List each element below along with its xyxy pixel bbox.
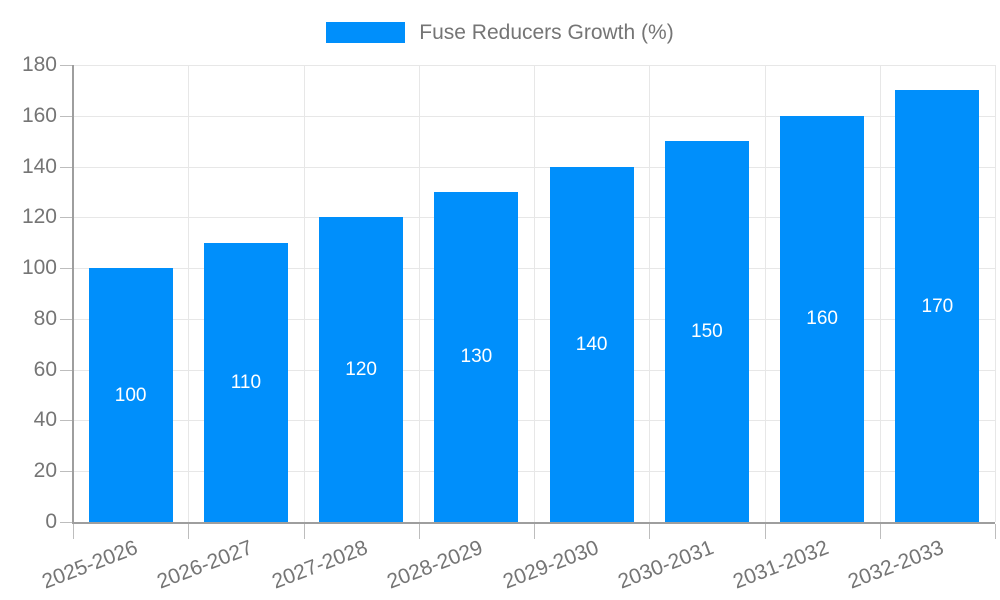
gridline-vertical xyxy=(303,65,305,522)
y-axis-tick-label: 100 xyxy=(21,256,57,280)
y-axis-tick xyxy=(60,268,73,270)
bar-value-label: 110 xyxy=(230,371,262,393)
y-axis-tick xyxy=(60,471,73,473)
y-axis-tick-label: 140 xyxy=(21,154,57,178)
x-axis-tick xyxy=(534,524,535,539)
y-axis-tick xyxy=(60,369,73,371)
y-axis-tick xyxy=(60,522,73,523)
x-axis-tick xyxy=(649,524,651,539)
bar-value-label: 120 xyxy=(345,359,377,381)
y-axis-tick xyxy=(60,420,73,422)
bar: 140 xyxy=(549,166,634,522)
y-axis-tick xyxy=(60,318,73,320)
bar: 120 xyxy=(319,217,404,522)
x-axis-tick xyxy=(418,524,420,539)
bar-value-label: 150 xyxy=(691,321,723,343)
bar: 150 xyxy=(664,141,749,522)
bar-value-label: 100 xyxy=(114,384,147,406)
x-axis-tick xyxy=(879,524,881,539)
bar: 110 xyxy=(203,242,288,522)
y-axis-tick-label: 80 xyxy=(33,306,57,330)
bar-value-label: 160 xyxy=(806,308,838,330)
chart-legend[interactable]: Fuse Reducers Growth (%) xyxy=(0,22,1000,43)
legend-label: Fuse Reducers Growth (%) xyxy=(419,21,674,44)
y-axis-tick xyxy=(60,166,73,168)
x-axis-line xyxy=(72,522,995,524)
bar-value-label: 170 xyxy=(921,295,954,317)
y-axis-tick xyxy=(60,65,73,66)
y-axis-tick-label: 20 xyxy=(33,459,57,483)
legend-swatch xyxy=(326,22,406,43)
y-axis-tick xyxy=(60,217,73,219)
gridline-vertical xyxy=(995,65,996,522)
gridline-vertical xyxy=(188,65,190,522)
gridline-vertical xyxy=(418,65,420,522)
gridline-vertical xyxy=(649,65,651,522)
bar: 100 xyxy=(88,268,173,522)
y-axis-line xyxy=(72,65,74,524)
bar: 130 xyxy=(434,191,519,522)
bar-value-label: 130 xyxy=(460,346,493,368)
y-axis-tick-label: 0 xyxy=(45,510,57,533)
gridline-vertical xyxy=(879,65,881,522)
x-axis-tick xyxy=(188,524,190,539)
x-axis-tick xyxy=(995,524,996,539)
x-axis-tick xyxy=(764,524,766,539)
y-axis-tick-label: 160 xyxy=(21,103,57,127)
x-axis-tick xyxy=(303,524,305,539)
gridline-vertical xyxy=(764,65,766,522)
x-axis-tick xyxy=(73,524,74,539)
y-axis-tick-label: 180 xyxy=(21,53,57,76)
y-axis-tick-label: 40 xyxy=(33,408,57,432)
y-axis-tick xyxy=(60,115,73,117)
y-axis-tick-label: 120 xyxy=(21,205,57,229)
y-axis-tick-label: 60 xyxy=(33,357,57,381)
bar-value-label: 140 xyxy=(575,333,608,355)
gridline-vertical xyxy=(534,65,535,522)
bar: 170 xyxy=(895,90,980,522)
bar: 160 xyxy=(780,115,865,522)
